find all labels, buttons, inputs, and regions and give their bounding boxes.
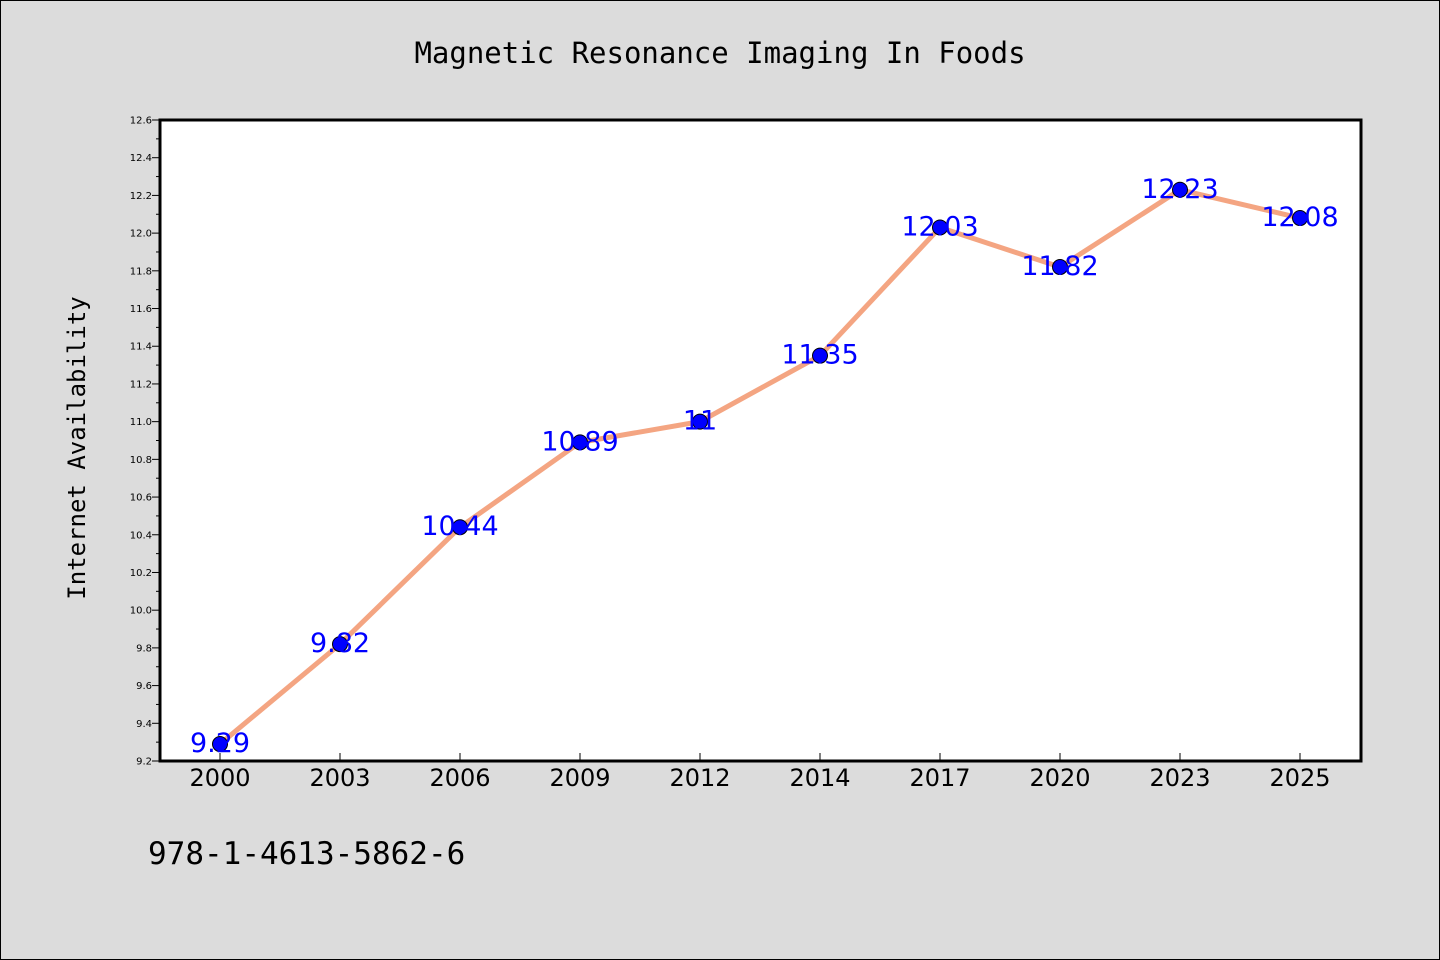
- x-tick-label: 2023: [1149, 764, 1210, 792]
- x-tick-label: 2014: [789, 764, 850, 792]
- y-tick-label: 11.0: [130, 417, 152, 428]
- y-tick-label: 12.0: [130, 229, 152, 240]
- data-point: [212, 736, 228, 753]
- x-axis-ticks: 2000 2003 2006 2009 2012 2014 2017 2020 2023 2025: [189, 753, 1331, 792]
- x-tick-label: 2009: [549, 764, 610, 792]
- y-tick-label: 10.8: [130, 455, 152, 466]
- data-label: 10.89: [541, 426, 618, 457]
- data-label: 12.08: [1261, 202, 1338, 233]
- x-tick-label: 2025: [1269, 764, 1330, 792]
- data-point: [812, 347, 828, 364]
- plot-area: [158, 118, 1363, 763]
- data-label: 12.03: [901, 211, 978, 242]
- y-axis-label: Internet Availability: [63, 296, 91, 599]
- x-tick-label: 2006: [429, 764, 490, 792]
- x-tick-label: 2012: [669, 764, 730, 792]
- y-axis-ticks: 9.2 9.4 9.6 9.8 10.0 10.2 10.4 10.6 10.8 11.0 11.2…: [130, 116, 160, 768]
- y-tick-label: 9.4: [136, 719, 152, 730]
- y-tick-label: 12.4: [130, 153, 152, 164]
- chart-title: Magnetic Resonance Imaging In Foods: [414, 36, 1025, 70]
- y-tick-label: 10.4: [130, 530, 152, 541]
- y-tick-label: 12.2: [130, 191, 152, 202]
- y-tick-label: 9.6: [136, 681, 152, 692]
- series-line: [217, 187, 1303, 747]
- y-tick-label: 10.2: [130, 568, 152, 579]
- y-tick-label: 11.2: [130, 379, 152, 390]
- data-label: 11.35: [781, 340, 858, 371]
- y-tick-label: 9.8: [136, 643, 152, 654]
- y-tick-label: 9.2: [136, 757, 152, 768]
- data-label: 11.82: [1021, 251, 1098, 282]
- x-tick-label: 2000: [189, 764, 250, 792]
- data-label: 10.44: [421, 511, 498, 542]
- y-tick-label: 12.6: [130, 116, 152, 127]
- data-point: [692, 413, 708, 430]
- data-label: 9.29: [190, 728, 250, 759]
- y-tick-label: 11.6: [130, 304, 152, 315]
- data-point: [1172, 181, 1188, 198]
- data-labels: 9.29 9.82 10.44 10.89 11 11.35 12.03 11.82 12.23…: [190, 174, 1339, 759]
- data-label: 9.82: [310, 628, 370, 659]
- data-point: [1052, 259, 1068, 276]
- x-tick-label: 2020: [1029, 764, 1090, 792]
- y-tick-label: 11.4: [130, 342, 152, 353]
- data-point: [572, 434, 588, 451]
- y-tick-label: 10.0: [130, 606, 152, 617]
- data-point: [932, 219, 948, 236]
- data-point: [1292, 210, 1308, 227]
- x-tick-label: 2003: [309, 764, 370, 792]
- y-tick-label: 11.8: [130, 266, 152, 277]
- data-label: 11: [683, 406, 717, 437]
- data-label: 12.23: [1141, 174, 1218, 205]
- x-tick-label: 2017: [909, 764, 970, 792]
- isbn-note: 978-1-4613-5862-6: [148, 836, 465, 872]
- y-tick-label: 10.6: [130, 493, 152, 504]
- data-point: [332, 636, 348, 653]
- series-layer: [212, 181, 1308, 753]
- data-point: [452, 519, 468, 536]
